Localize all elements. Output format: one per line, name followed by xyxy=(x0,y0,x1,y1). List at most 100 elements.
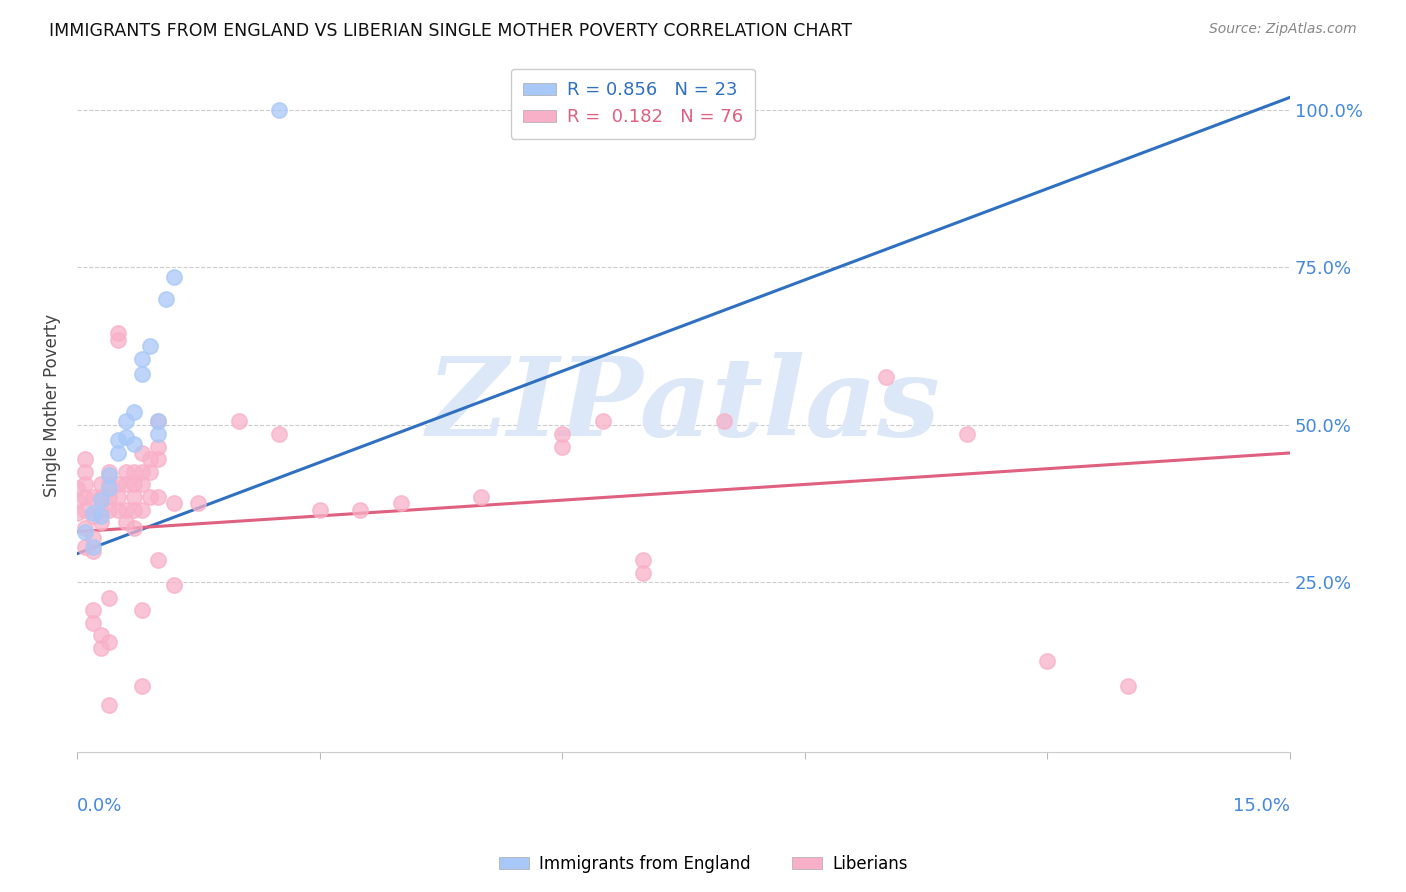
Point xyxy=(163,269,186,284)
Point xyxy=(98,634,121,648)
Point xyxy=(98,477,121,491)
Point xyxy=(131,679,153,693)
Point xyxy=(82,541,104,555)
Point xyxy=(75,541,97,555)
Text: IMMIGRANTS FROM ENGLAND VS LIBERIAN SINGLE MOTHER POVERTY CORRELATION CHART: IMMIGRANTS FROM ENGLAND VS LIBERIAN SING… xyxy=(49,22,852,40)
Point xyxy=(139,339,162,353)
Point xyxy=(107,477,129,491)
Point xyxy=(146,415,169,429)
Point xyxy=(114,430,136,444)
Point xyxy=(122,465,145,479)
Point xyxy=(146,415,169,429)
Point xyxy=(107,490,129,504)
Point xyxy=(1036,654,1059,668)
Legend: Immigrants from England, Liberians: Immigrants from England, Liberians xyxy=(492,848,914,880)
Point xyxy=(349,502,371,516)
Point xyxy=(107,446,129,460)
Point xyxy=(66,481,89,495)
Point xyxy=(82,531,104,545)
Point xyxy=(90,515,112,529)
Point xyxy=(107,434,129,448)
Point xyxy=(98,698,121,712)
Point xyxy=(75,477,97,491)
Point xyxy=(75,452,97,467)
Point xyxy=(139,490,162,504)
Point xyxy=(114,415,136,429)
Point xyxy=(131,477,153,491)
Point xyxy=(90,508,112,523)
Point xyxy=(122,502,145,516)
Point xyxy=(131,465,153,479)
Point xyxy=(155,292,177,306)
Point xyxy=(114,465,136,479)
Point xyxy=(114,502,136,516)
Point xyxy=(713,415,735,429)
Point xyxy=(82,603,104,617)
Point xyxy=(551,427,574,442)
Point xyxy=(146,553,169,567)
Point xyxy=(107,326,129,341)
Point xyxy=(713,103,735,117)
Point xyxy=(470,490,492,504)
Point xyxy=(90,490,112,504)
Point xyxy=(228,415,250,429)
Point xyxy=(146,452,169,467)
Point xyxy=(75,502,97,516)
Point xyxy=(90,502,112,516)
Point xyxy=(98,591,121,605)
Point xyxy=(82,543,104,558)
Point xyxy=(82,615,104,630)
Point xyxy=(122,477,145,491)
Point xyxy=(131,351,153,366)
Point xyxy=(269,427,291,442)
Point xyxy=(146,427,169,442)
Point xyxy=(146,490,169,504)
Point xyxy=(163,496,186,510)
Point xyxy=(122,521,145,535)
Point xyxy=(98,481,121,495)
Point xyxy=(75,490,97,504)
Point xyxy=(163,578,186,592)
Point xyxy=(107,333,129,347)
Point xyxy=(131,603,153,617)
Point xyxy=(551,103,574,117)
Point xyxy=(631,566,654,580)
Point xyxy=(139,465,162,479)
Point xyxy=(131,446,153,460)
Y-axis label: Single Mother Poverty: Single Mother Poverty xyxy=(44,314,60,498)
Point xyxy=(98,490,121,504)
Point xyxy=(875,370,897,384)
Point xyxy=(75,521,97,535)
Point xyxy=(1116,679,1139,693)
Point xyxy=(139,452,162,467)
Point xyxy=(82,508,104,523)
Text: ZIPatlas: ZIPatlas xyxy=(426,352,941,459)
Text: 0.0%: 0.0% xyxy=(77,797,122,815)
Point xyxy=(122,490,145,504)
Point xyxy=(131,368,153,382)
Point xyxy=(187,496,209,510)
Point xyxy=(66,506,89,520)
Point xyxy=(75,465,97,479)
Point xyxy=(90,628,112,642)
Point xyxy=(122,436,145,450)
Point xyxy=(90,493,112,508)
Legend: R = 0.856   N = 23, R =  0.182   N = 76: R = 0.856 N = 23, R = 0.182 N = 76 xyxy=(510,69,755,139)
Point xyxy=(631,553,654,567)
Point xyxy=(107,502,129,516)
Point xyxy=(98,465,121,479)
Point xyxy=(389,496,412,510)
Point xyxy=(146,440,169,454)
Text: 15.0%: 15.0% xyxy=(1233,797,1291,815)
Point xyxy=(82,490,104,504)
Point xyxy=(551,440,574,454)
Point xyxy=(308,502,330,516)
Point xyxy=(955,427,977,442)
Point xyxy=(114,477,136,491)
Point xyxy=(66,493,89,508)
Point xyxy=(114,515,136,529)
Point xyxy=(269,103,291,117)
Point xyxy=(592,415,614,429)
Point xyxy=(131,502,153,516)
Point xyxy=(122,405,145,419)
